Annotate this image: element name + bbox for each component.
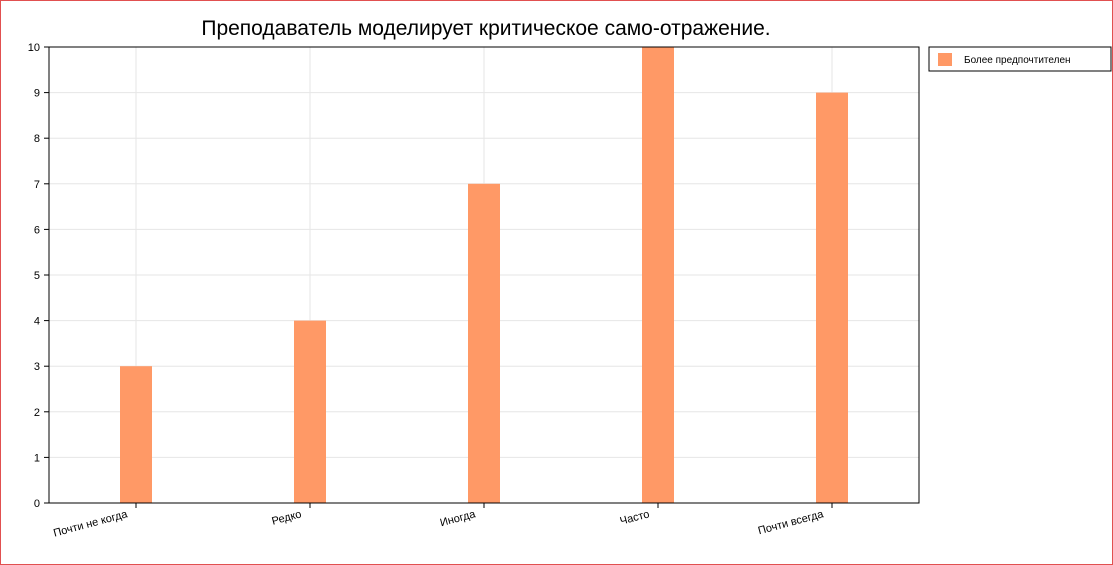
legend-label-series-0: Более предпочтителен bbox=[964, 55, 1071, 66]
bars bbox=[120, 47, 848, 504]
x-axis-ticks: Почти не когда Редко Иногда Часто Почти всег… bbox=[52, 503, 833, 540]
legend-box bbox=[928, 46, 1112, 72]
y-tick-label: 6 bbox=[34, 224, 40, 236]
x-tick-label: Почти всегда bbox=[757, 508, 826, 537]
bar bbox=[294, 320, 326, 503]
y-tick-label: 5 bbox=[34, 270, 40, 282]
x-tick-label: Иногда bbox=[439, 508, 478, 529]
y-tick-label: 2 bbox=[34, 407, 40, 419]
y-tick-label: 3 bbox=[34, 361, 40, 373]
bar bbox=[120, 366, 152, 503]
chart-title: Преподаватель моделирует критическое сам… bbox=[201, 17, 770, 40]
x-tick-label: Почти не когда bbox=[52, 508, 129, 540]
y-tick-label: 4 bbox=[34, 316, 40, 328]
x-tick-label: Редко bbox=[270, 508, 302, 527]
legend-swatch-series-0 bbox=[938, 53, 952, 66]
x-tick-label: Часто bbox=[619, 508, 651, 527]
bar bbox=[468, 183, 500, 504]
y-tick-label: 7 bbox=[34, 179, 40, 191]
y-tick-label: 0 bbox=[34, 498, 40, 510]
y-axis-ticks: 0 1 2 3 4 5 6 7 8 9 10 bbox=[28, 42, 49, 510]
bar bbox=[816, 92, 848, 503]
y-tick-label: 10 bbox=[28, 42, 40, 54]
y-tick-label: 8 bbox=[34, 133, 40, 145]
y-tick-label: 1 bbox=[34, 452, 40, 464]
bar bbox=[642, 47, 674, 503]
y-tick-label: 9 bbox=[34, 88, 40, 100]
legend: Более предпочтителен bbox=[928, 46, 1112, 72]
